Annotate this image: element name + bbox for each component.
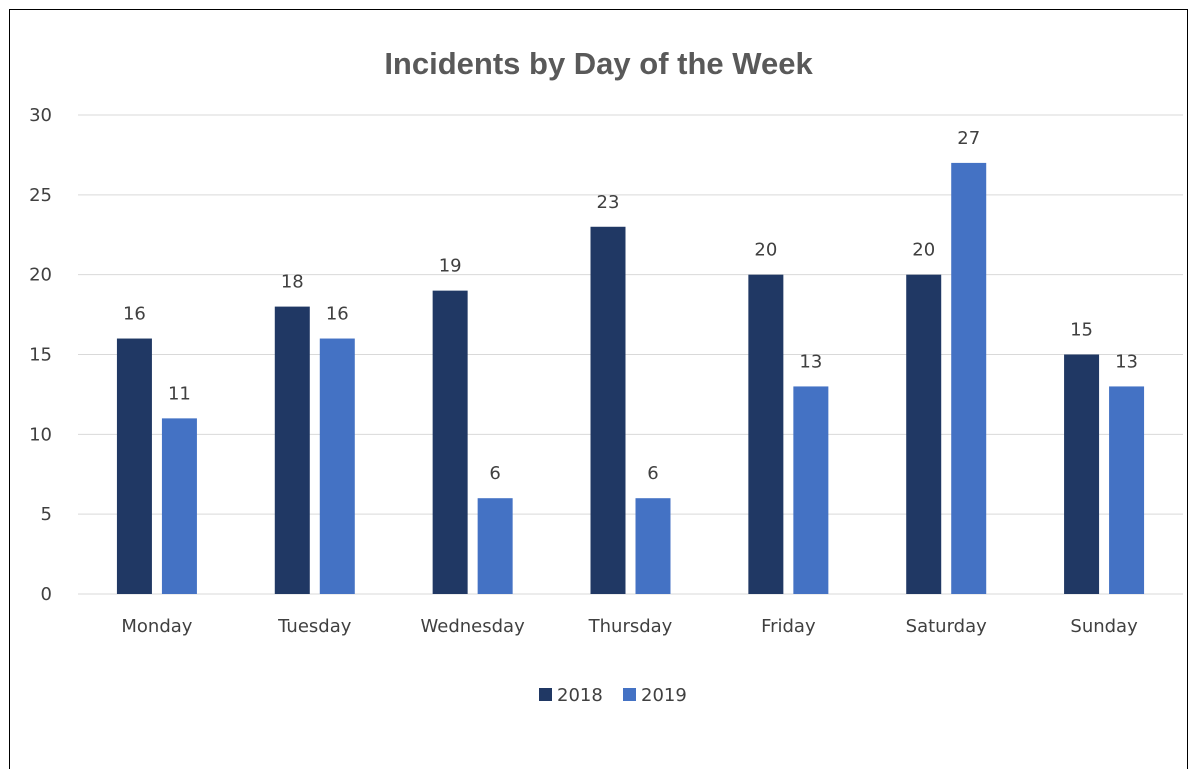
x-tick-label: Saturday [906,616,987,637]
legend-label-2018: 2018 [557,685,603,706]
bar-2019-tuesday [319,338,355,594]
x-tick-label: Sunday [1070,616,1138,637]
y-tick-label: 30 [29,105,52,126]
bar-2018-monday [116,338,152,594]
legend-swatch-2019 [623,688,636,701]
y-tick-label: 25 [29,185,52,206]
x-tick-label: Thursday [588,616,673,637]
data-label: 20 [912,240,935,261]
data-label: 18 [281,272,304,293]
data-label: 13 [799,351,822,372]
bar-2018-friday [748,274,784,594]
data-label: 20 [754,240,777,261]
data-label: 16 [123,304,146,325]
x-tick-label: Friday [761,616,816,637]
data-label: 16 [326,304,349,325]
bar-2019-wednesday [477,498,513,594]
data-label: 6 [489,463,500,484]
bar-2018-wednesday [432,290,468,594]
bar-2019-friday [793,386,829,594]
bar-2019-saturday [951,162,987,594]
data-label: 11 [168,383,191,404]
legend-label-2019: 2019 [641,685,687,706]
y-tick-label: 0 [41,584,52,605]
y-tick-label: 5 [41,504,52,525]
data-label: 19 [439,256,462,277]
bar-2019-monday [161,418,197,594]
data-label: 27 [957,128,980,149]
data-label: 15 [1070,320,1093,341]
data-label: 6 [647,463,658,484]
bar-2019-thursday [635,498,671,594]
data-label: 23 [597,192,620,213]
data-label: 13 [1115,351,1138,372]
chart-title: Incidents by Day of the Week [384,46,813,81]
y-tick-label: 10 [29,424,52,445]
bar-2018-sunday [1064,354,1100,594]
bar-2018-saturday [906,274,942,594]
bar-2018-thursday [590,226,626,594]
y-tick-label: 20 [29,265,52,286]
x-tick-label: Monday [121,616,192,637]
x-tick-label: Tuesday [277,616,352,637]
x-tick-label: Wednesday [421,616,526,637]
legend-swatch-2018 [539,688,552,701]
bar-2018-tuesday [274,306,310,594]
y-tick-label: 15 [29,345,52,366]
bar-2019-sunday [1109,386,1145,594]
